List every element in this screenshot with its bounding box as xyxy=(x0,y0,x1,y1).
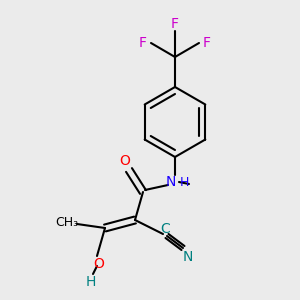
Text: C: C xyxy=(160,222,170,236)
Text: O: O xyxy=(94,257,104,271)
Text: H: H xyxy=(86,275,96,289)
Text: F: F xyxy=(203,36,211,50)
Text: CH₃: CH₃ xyxy=(56,215,79,229)
Text: N: N xyxy=(183,250,193,264)
Text: F: F xyxy=(171,17,179,31)
Text: F: F xyxy=(139,36,147,50)
Text: O: O xyxy=(120,154,130,168)
Text: N: N xyxy=(166,175,176,189)
Text: H: H xyxy=(179,176,189,190)
